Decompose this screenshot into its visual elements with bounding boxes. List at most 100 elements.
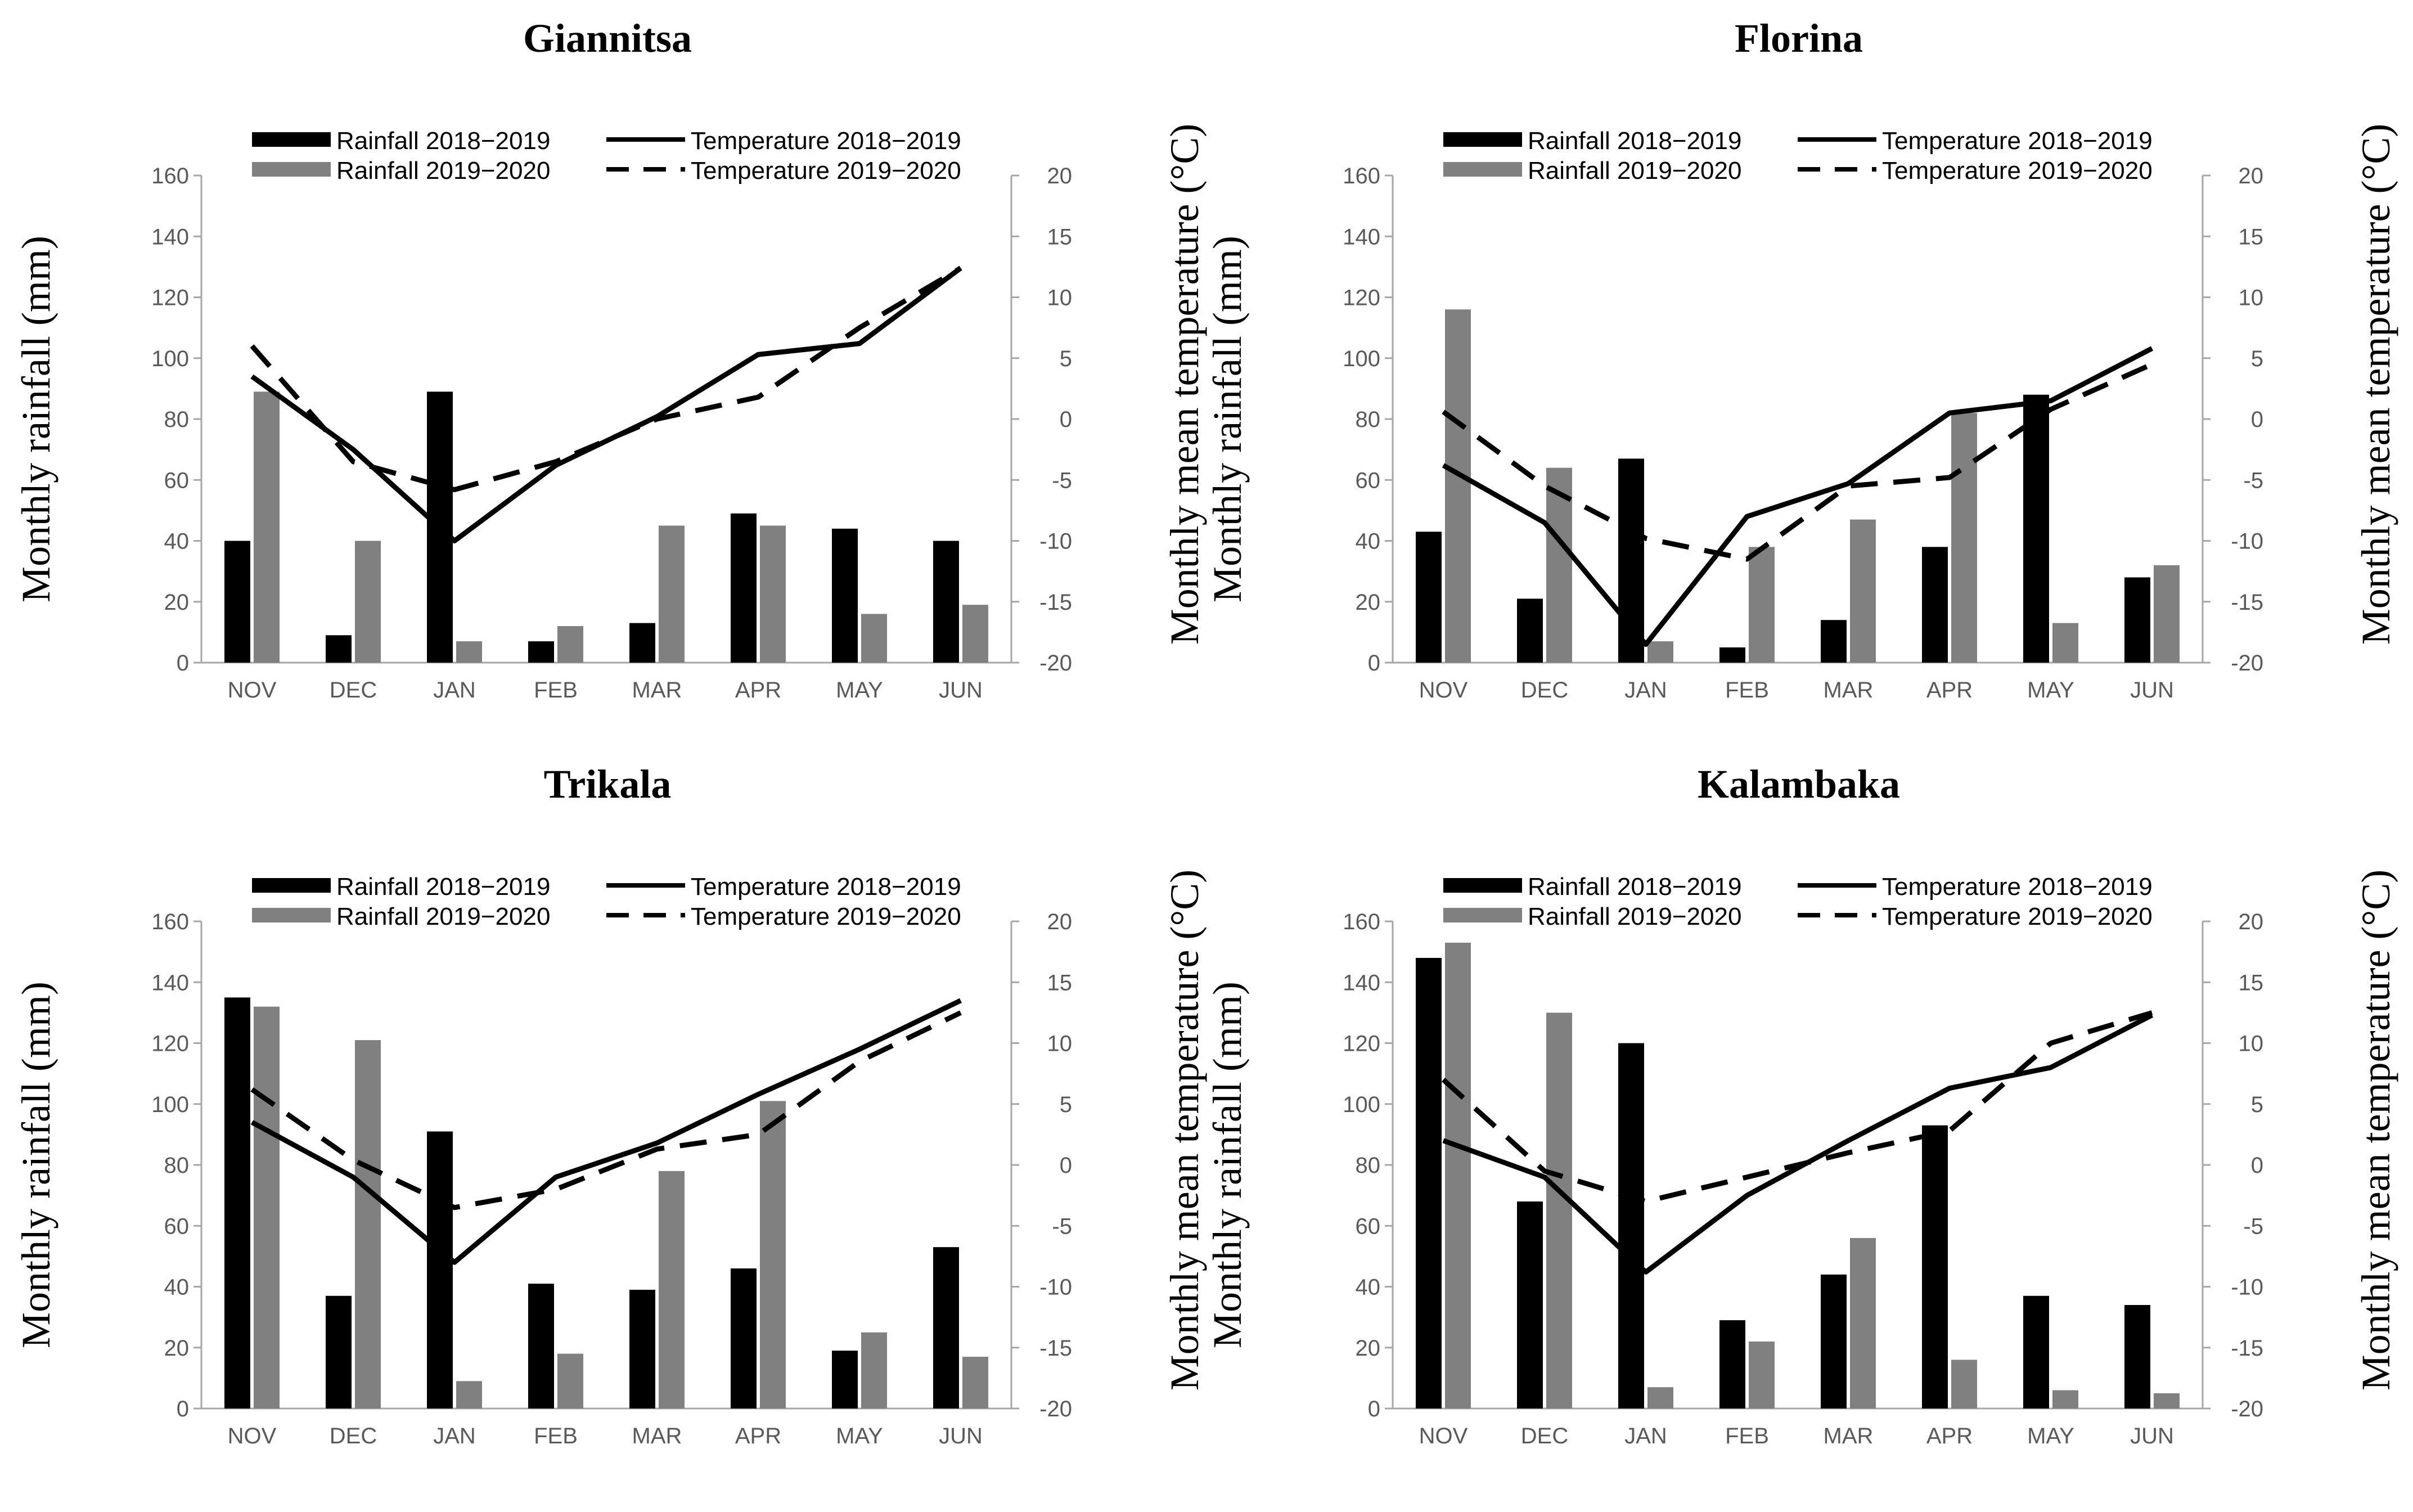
bar-rainfall-2018-2019 (1821, 1274, 1847, 1408)
legend-label: Rainfall 2018−2019 (336, 873, 550, 901)
right-tick-label: 10 (1047, 1032, 1073, 1056)
right-tick-label: -5 (1052, 1214, 1072, 1239)
left-tick-label: 40 (164, 1275, 190, 1300)
bar-rainfall-2019-2020 (861, 1332, 887, 1408)
bar-rainfall-2019-2020 (355, 541, 381, 663)
bar-rainfall-2019-2020 (1445, 309, 1471, 663)
legend-label: Temperature 2019−2020 (1882, 157, 2153, 184)
legend-label: Temperature 2019−2020 (1882, 903, 2153, 930)
left-tick-label: 120 (151, 1032, 189, 1056)
left-tick-label: 60 (1356, 468, 1381, 493)
left-tick-label: 120 (151, 286, 189, 310)
x-tick-label: NOV (1419, 678, 1468, 703)
x-tick-label: MAR (632, 1424, 682, 1448)
x-tick-label: JAN (1624, 1424, 1667, 1448)
right-tick-label: 0 (2251, 1153, 2263, 1178)
bar-rainfall-2018-2019 (1517, 598, 1543, 663)
bar-rainfall-2018-2019 (2023, 394, 2049, 663)
bar-rainfall-2018-2019 (1416, 532, 1442, 663)
line-temperature-2018-2019 (1442, 1012, 2154, 1275)
legend-label: Rainfall 2018−2019 (1528, 127, 1741, 155)
bar-rainfall-2019-2020 (557, 1353, 583, 1408)
right-tick-label: -20 (2231, 651, 2263, 676)
bar-rainfall-2019-2020 (760, 525, 786, 663)
x-tick-label: MAR (632, 678, 682, 703)
y-axis-title: Monthly rainfall (mm) (13, 982, 58, 1348)
line-temperature-2018-2019 (250, 998, 962, 1265)
legend-label: Rainfall 2019−2020 (336, 157, 550, 184)
left-tick-label: 80 (164, 407, 190, 432)
y2-axis-title: Monthly mean temperature (°C) (2353, 870, 2398, 1391)
bar-rainfall-2018-2019 (731, 1268, 757, 1408)
bar-rainfall-2019-2020 (2052, 623, 2078, 663)
right-tick-label: -5 (1052, 468, 1072, 493)
legend-label: Rainfall 2019−2020 (336, 903, 550, 930)
right-tick-label: 15 (1047, 970, 1073, 995)
bar-rainfall-2018-2019 (832, 1351, 858, 1408)
legend-label: Temperature 2018−2019 (691, 873, 961, 901)
x-tick-label: NOV (228, 678, 277, 703)
bar-rainfall-2019-2020 (1749, 1341, 1775, 1408)
legend-label: Temperature 2019−2020 (691, 157, 961, 184)
bar-rainfall-2019-2020 (2154, 565, 2180, 663)
bar-rainfall-2019-2020 (962, 1356, 988, 1408)
right-tick-label: -20 (1039, 1397, 1072, 1421)
left-tick-label: 140 (151, 224, 189, 249)
legend-label: Rainfall 2018−2019 (1528, 873, 1741, 901)
x-tick-label: FEB (1725, 1424, 1769, 1448)
x-tick-label: APR (735, 1424, 781, 1448)
right-tick-label: -10 (1039, 529, 1072, 554)
x-tick-label: MAY (836, 1424, 883, 1448)
right-tick-label: 20 (2239, 910, 2264, 934)
left-tick-label: 20 (164, 1336, 190, 1361)
bar-rainfall-2018-2019 (528, 1284, 554, 1408)
line-temperature-2019-2020 (1441, 1010, 2153, 1204)
x-tick-label: NOV (228, 1424, 277, 1448)
bar-rainfall-2018-2019 (326, 635, 352, 663)
right-tick-label: -20 (2231, 1397, 2263, 1421)
x-tick-label: APR (735, 678, 781, 703)
x-tick-label: APR (1926, 678, 1973, 703)
legend-label: Rainfall 2018−2019 (336, 127, 550, 155)
left-tick-label: 60 (164, 468, 190, 493)
x-tick-label: MAR (1824, 1424, 1874, 1448)
bar-rainfall-2018-2019 (1922, 547, 1948, 663)
left-tick-label: 40 (1356, 529, 1381, 554)
right-tick-label: 5 (2251, 346, 2263, 371)
chart-title: Giannitsa (523, 16, 692, 61)
legend-label: Temperature 2018−2019 (1882, 873, 2153, 901)
legend-swatch (252, 162, 331, 177)
legend-swatch (252, 132, 331, 147)
x-tick-label: DEC (1521, 678, 1568, 703)
right-tick-label: -10 (2231, 1275, 2263, 1300)
x-tick-label: MAY (836, 678, 883, 703)
left-tick-label: 60 (164, 1214, 190, 1239)
left-tick-label: 100 (1343, 346, 1380, 371)
left-tick-label: 0 (177, 1397, 189, 1421)
bar-rainfall-2018-2019 (2124, 1304, 2150, 1408)
legend-label: Temperature 2018−2019 (1882, 127, 2153, 155)
bar-rainfall-2018-2019 (832, 528, 858, 663)
x-tick-label: MAY (2027, 678, 2074, 703)
left-tick-label: 100 (151, 346, 189, 371)
x-tick-label: JAN (1624, 678, 1667, 703)
bar-rainfall-2019-2020 (1445, 942, 1471, 1408)
bar-rainfall-2018-2019 (1618, 1043, 1644, 1408)
bar-rainfall-2019-2020 (1647, 1387, 1673, 1408)
legend-label: Rainfall 2019−2020 (1528, 903, 1741, 930)
y-axis-title: Monthly rainfall (mm) (1205, 236, 1250, 602)
bar-rainfall-2018-2019 (2124, 577, 2150, 663)
bar-rainfall-2019-2020 (355, 1040, 381, 1408)
left-tick-label: 100 (1343, 1092, 1380, 1117)
right-tick-label: -15 (1039, 590, 1072, 615)
left-tick-label: 20 (1356, 1336, 1381, 1361)
left-tick-label: 160 (1343, 910, 1380, 934)
x-tick-label: MAR (1824, 678, 1874, 703)
bar-rainfall-2018-2019 (528, 641, 554, 663)
x-tick-label: DEC (330, 678, 377, 703)
legend-swatch (252, 908, 331, 922)
left-tick-label: 160 (151, 164, 189, 188)
left-tick-label: 20 (1356, 590, 1381, 615)
bar-rainfall-2018-2019 (1416, 957, 1442, 1408)
